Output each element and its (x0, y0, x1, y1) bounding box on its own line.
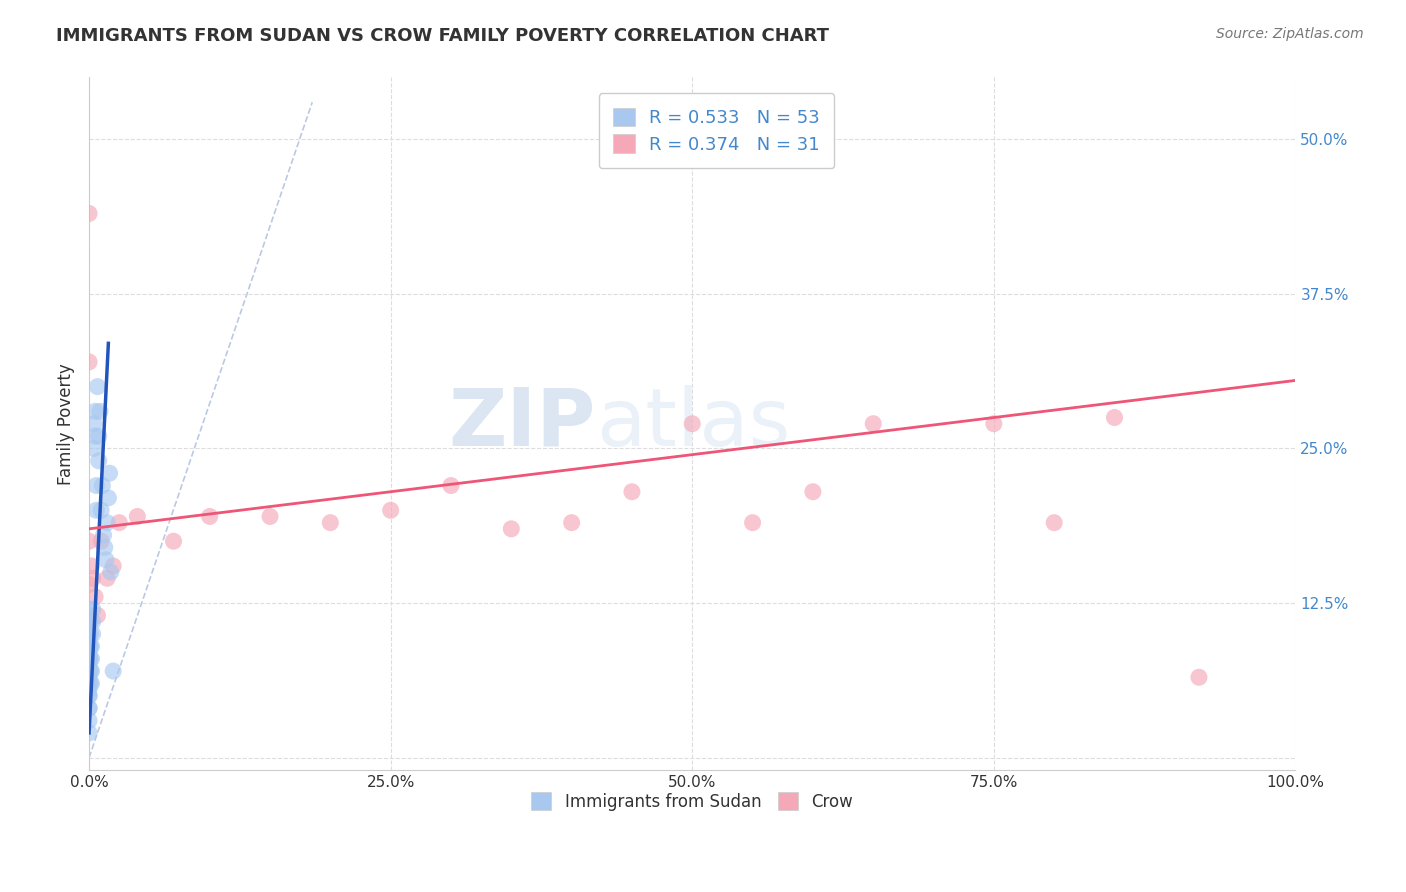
Point (319, 516, 342, 530)
Point (620, 484, 643, 499)
Point (98, 466, 121, 480)
Point (77, 534, 100, 549)
Point (80, 676, 103, 690)
Point (440, 478, 463, 492)
Text: Source: ZipAtlas.com: Source: ZipAtlas.com (1216, 27, 1364, 41)
Point (80, 651, 103, 665)
Text: IMMIGRANTS FROM SUDAN VS CROW FAMILY POVERTY CORRELATION CHART: IMMIGRANTS FROM SUDAN VS CROW FAMILY POV… (56, 27, 830, 45)
Point (80, 640, 103, 654)
Point (77, 689, 100, 703)
Point (561, 516, 583, 530)
Point (77, 651, 100, 665)
Point (79, 676, 101, 690)
Point (103, 664, 125, 678)
Point (198, 509, 221, 524)
Point (93, 528, 115, 542)
Point (86, 379, 108, 393)
Point (1188, 670, 1211, 684)
Point (77, 633, 100, 648)
Point (741, 516, 763, 530)
Point (77, 664, 100, 678)
Point (77, 701, 100, 715)
Point (79, 627, 101, 641)
Point (103, 558, 125, 573)
Point (80, 664, 103, 678)
Point (79, 651, 101, 665)
Point (84, 590, 107, 604)
Point (77, 714, 100, 728)
Point (79, 615, 101, 629)
Y-axis label: Family Poverty: Family Poverty (58, 363, 75, 484)
Point (90, 534, 112, 549)
Point (94, 541, 117, 555)
Point (97, 491, 120, 505)
Point (84, 429, 107, 443)
Point (108, 516, 131, 530)
Point (77, 602, 100, 616)
Point (79, 664, 101, 678)
Point (80, 558, 103, 573)
Point (90, 503, 112, 517)
Point (77, 701, 100, 715)
Point (801, 484, 824, 499)
Point (87, 454, 110, 468)
Point (380, 503, 402, 517)
Point (77, 206, 100, 220)
Point (94, 553, 117, 567)
Point (89, 404, 111, 418)
Point (83, 442, 105, 456)
Point (681, 417, 703, 431)
Point (82, 602, 104, 616)
Point (77, 726, 100, 740)
Point (259, 509, 281, 524)
Point (82, 615, 104, 629)
Legend: Immigrants from Sudan, Crow: Immigrants from Sudan, Crow (517, 779, 866, 824)
Point (77, 577, 100, 591)
Point (91, 478, 114, 492)
Point (127, 509, 149, 524)
Point (77, 657, 100, 672)
Point (96, 516, 118, 530)
Point (77, 355, 100, 369)
Point (501, 522, 523, 536)
Point (1104, 410, 1126, 425)
Point (77, 651, 100, 665)
Point (77, 646, 100, 660)
Point (82, 571, 104, 585)
Point (862, 417, 884, 431)
Point (77, 689, 100, 703)
Point (1043, 516, 1066, 530)
Point (87, 429, 110, 443)
Point (86, 608, 108, 623)
Point (82, 627, 104, 641)
Point (77, 627, 100, 641)
Point (79, 640, 101, 654)
Point (77, 621, 100, 635)
Text: ZIP: ZIP (449, 384, 596, 463)
Point (84, 503, 107, 517)
Point (77, 670, 100, 684)
Point (77, 615, 100, 629)
Point (77, 608, 100, 623)
Point (77, 676, 100, 690)
Point (77, 682, 100, 697)
Point (84, 404, 107, 418)
Point (162, 534, 184, 549)
Point (83, 417, 105, 431)
Point (84, 478, 107, 492)
Point (77, 640, 100, 654)
Text: atlas: atlas (596, 384, 790, 463)
Point (96, 571, 118, 585)
Point (100, 565, 122, 579)
Point (983, 417, 1005, 431)
